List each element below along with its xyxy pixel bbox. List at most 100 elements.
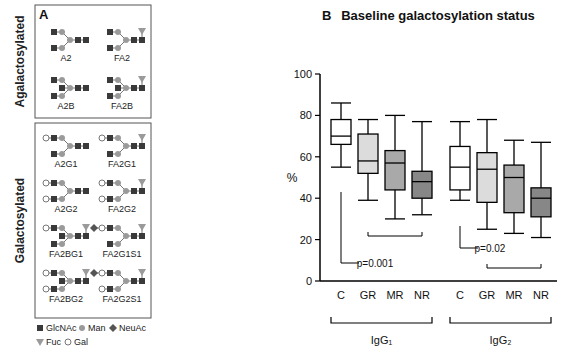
man-symbol [115,225,121,231]
legend-label: Gal [74,337,88,347]
y-tick-label: 40 [300,192,312,204]
man-symbol [59,29,65,35]
fuc-symbol [138,134,146,141]
man-symbol [115,135,121,141]
man-symbol [67,85,73,91]
whisker-cap [412,121,432,122]
box [412,171,432,198]
figure: AgalactosylatedA2FA2A2BFA2BGalactosylate… [0,0,567,356]
gal-symbol [65,339,71,345]
legend-label: NeuAc [119,323,147,333]
group-box [35,5,151,118]
glcnac-symbol [75,233,81,239]
y-tick [315,73,320,74]
gal-symbol [99,286,105,292]
y-tick [315,239,320,240]
man-symbol [59,196,65,202]
man-symbol [67,233,73,239]
neuac-symbol [90,269,98,277]
glcnac-symbol [139,37,145,43]
median [358,160,378,161]
whisker-cap [477,229,497,230]
glcnac-symbol [131,278,137,284]
median [504,177,524,178]
x-tick-label: GR [479,289,496,301]
x-tick-label: GR [360,289,377,301]
man-symbol [123,37,129,43]
man-symbol [115,286,121,292]
man-symbol [59,180,65,186]
man-symbol [123,278,129,284]
legend-label: GlcNAc [46,323,77,333]
whisker-cap [358,119,378,120]
annotation-bracket [487,264,541,268]
glycan [43,135,89,157]
glycan-name: FA2G2S1 [102,294,141,304]
gal-symbol [43,270,49,276]
glcnac-symbol [51,77,57,83]
glcnac-symbol [51,241,57,247]
glycan-name: FA2G1S1 [102,249,141,259]
annotation: p=0.02 [475,243,506,254]
x-tick-label: C [337,289,345,301]
glcnac-symbol [51,225,57,231]
median [385,162,405,163]
median [531,198,551,199]
glcnac-symbol [139,278,145,284]
man-symbol [115,180,121,186]
annotation: p=0.001 [357,258,394,269]
glcnac-symbol [75,278,81,284]
man-symbol [115,196,121,202]
man-symbol [67,37,73,43]
glcnac-symbol [83,85,89,91]
glycan-name: FA2BG1 [49,249,83,259]
box [450,146,470,189]
glcnac-symbol [107,270,113,276]
group-title: Galactosylated [13,178,27,263]
man-symbol [115,241,121,247]
glcnac-symbol [139,143,145,149]
box [358,134,378,173]
glycan-name: A2 [60,53,71,63]
gal-symbol [99,180,105,186]
glycan [43,180,89,202]
group-label: IgG₂ [490,334,512,346]
glcnac-symbol [83,37,89,43]
glcnac-symbol [107,77,113,83]
man-symbol [115,29,121,35]
gal-symbol [99,225,105,231]
glcnac-symbol [131,188,137,194]
fuc-symbol [138,179,146,186]
glycan [99,134,146,157]
gal-symbol [43,225,49,231]
glcnac-symbol [107,196,113,202]
group-title: Agalactosylated [13,15,27,107]
glcnac-symbol [83,278,89,284]
whisker-cap [358,200,378,201]
fuc-symbol [138,28,146,35]
whisker-cap [504,140,524,141]
gal-symbol [99,270,105,276]
man-symbol [123,143,129,149]
glcnac-symbol [107,151,113,157]
glcnac-symbol [139,233,145,239]
glcnac-symbol [139,85,145,91]
whisker-cap [331,166,351,167]
glcnac-symbol [51,180,57,186]
glcnac-symbol [107,180,113,186]
group-label: IgG₁ [371,334,393,346]
annotation-bracket [368,232,422,236]
man-symbol [59,45,65,51]
glcnac-symbol [83,143,89,149]
fuc-symbol [138,269,146,276]
y-tick [315,198,320,199]
y-tick-label: 20 [300,234,312,246]
man-symbol [59,241,65,247]
man-symbol [59,93,65,99]
gal-symbol [43,180,49,186]
man-symbol [59,286,65,292]
whisker-cap [450,121,470,122]
gal-symbol [43,135,49,141]
median [477,169,497,170]
glcnac-symbol [75,188,81,194]
